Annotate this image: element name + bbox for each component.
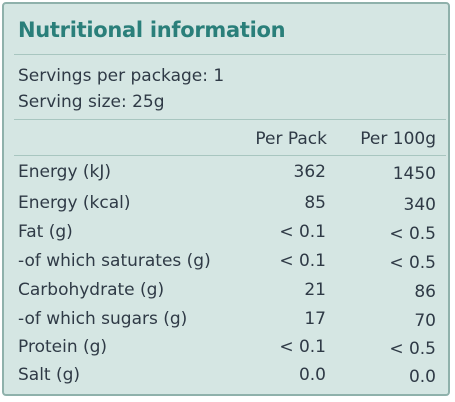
per-pack-value: < 0.1 <box>279 222 326 242</box>
per-100g-value: 340 <box>403 195 436 215</box>
servings-per-package: Servings per package: 1 <box>18 66 225 86</box>
nutrient-label: Protein (g) <box>18 337 108 357</box>
per-100g-value: 86 <box>414 282 436 302</box>
per-100g-value: < 0.5 <box>389 224 436 244</box>
column-header-per-100g: Per 100g <box>360 129 436 149</box>
nutrient-label: -of which sugars (g) <box>18 309 188 329</box>
table-row: -of which saturates (g) < 0.1 < 0.5 <box>4 251 448 277</box>
per-pack-value: < 0.1 <box>279 251 326 271</box>
per-pack-value: 362 <box>293 162 326 182</box>
table-row: Salt (g) 0.0 0.0 <box>4 365 448 391</box>
table-row: Energy (kcal) 85 340 <box>4 193 448 219</box>
nutrient-label: Carbohydrate (g) <box>18 280 165 300</box>
panel-title: Nutritional information <box>18 18 286 42</box>
nutrition-panel: Nutritional information Servings per pac… <box>2 2 450 396</box>
title-divider <box>14 54 446 55</box>
nutrient-label: Salt (g) <box>18 365 81 385</box>
per-100g-value: < 0.5 <box>389 339 436 359</box>
per-pack-value: 17 <box>304 309 326 329</box>
header-divider <box>14 155 446 156</box>
column-header-per-pack: Per Pack <box>255 129 327 149</box>
serving-size: Serving size: 25g <box>18 92 165 112</box>
per-100g-value: 70 <box>414 311 436 331</box>
nutrient-label: Energy (kJ) <box>18 162 112 182</box>
nutrient-label: Fat (g) <box>18 222 73 242</box>
per-pack-value: 0.0 <box>298 365 326 385</box>
per-100g-value: < 0.5 <box>389 253 436 273</box>
table-row: -of which sugars (g) 17 70 <box>4 309 448 335</box>
serving-divider <box>14 119 446 120</box>
per-100g-value: 0.0 <box>408 367 436 387</box>
per-pack-value: 85 <box>304 193 326 213</box>
per-pack-value: 21 <box>304 280 326 300</box>
nutrient-label: -of which saturates (g) <box>18 251 211 271</box>
table-row: Protein (g) < 0.1 < 0.5 <box>4 337 448 363</box>
table-row: Energy (kJ) 362 1450 <box>4 162 448 188</box>
per-pack-value: < 0.1 <box>279 337 326 357</box>
table-row: Carbohydrate (g) 21 86 <box>4 280 448 306</box>
per-100g-value: 1450 <box>392 164 436 184</box>
table-row: Fat (g) < 0.1 < 0.5 <box>4 222 448 248</box>
nutrient-label: Energy (kcal) <box>18 193 131 213</box>
